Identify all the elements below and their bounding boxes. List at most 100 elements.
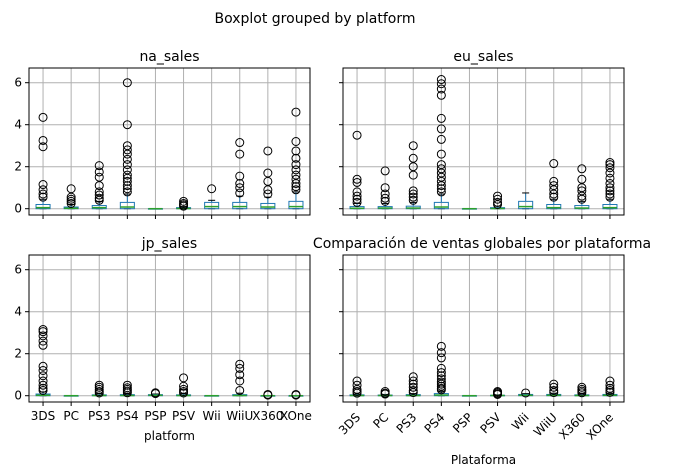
x-tick-label: PC	[63, 409, 79, 423]
x-tick-label: X360	[556, 410, 588, 442]
outlier-point	[38, 325, 48, 335]
outlier-point	[352, 194, 362, 204]
outlier-point	[436, 348, 446, 358]
outlier-point	[380, 183, 390, 193]
outlier-point	[436, 368, 446, 378]
box-wii	[518, 192, 534, 210]
outlier-point	[235, 359, 245, 369]
box-ps4	[119, 380, 135, 398]
x-tick-label: XOne	[584, 410, 616, 442]
box-xone	[288, 107, 304, 210]
outlier-point	[408, 379, 418, 389]
box-psp	[461, 207, 477, 210]
outlier-point	[408, 382, 418, 392]
outlier-point	[38, 340, 48, 350]
outlier-point	[235, 149, 245, 159]
outlier-point	[38, 371, 48, 381]
outlier-point	[436, 124, 446, 134]
x-tick-label: Wii	[509, 410, 532, 433]
x-axis-label-jp-sales: platform	[144, 429, 195, 443]
outlier-point	[38, 376, 48, 386]
outlier-point	[352, 187, 362, 197]
x-tick-label: PS3	[88, 409, 111, 423]
box-ps4	[119, 78, 135, 210]
outlier-point	[408, 195, 418, 205]
box-3ds	[349, 376, 365, 398]
outlier-point	[94, 387, 104, 396]
box-psv	[176, 196, 192, 211]
outlier-point	[577, 384, 587, 394]
box-psp	[147, 388, 163, 399]
x-tick-label: PC	[370, 410, 391, 431]
outlier-point	[38, 185, 48, 195]
outlier-point	[38, 112, 48, 122]
panel-jp-sales: jp_sales platform 0 2 4 6 3DS PC PS3 PS4 PSP PSV W…	[14, 236, 312, 443]
panel-eu-sales: eu_sales	[339, 49, 625, 219]
outlier-point	[94, 193, 104, 203]
iqr-box	[260, 202, 276, 210]
outlier-point	[549, 176, 559, 186]
outlier-point	[436, 164, 446, 174]
outlier-point	[235, 188, 245, 198]
outlier-point	[179, 373, 189, 383]
outlier-point	[352, 376, 362, 386]
box-pc	[377, 166, 393, 210]
x-tick-label: Wii	[203, 409, 221, 423]
outlier-point	[352, 177, 362, 187]
outlier-point	[605, 158, 615, 167]
outlier-point	[436, 90, 446, 100]
outlier-point	[38, 361, 48, 371]
y-tick-label: 4	[14, 305, 22, 319]
box-psv	[176, 373, 192, 398]
y-tick-label: 6	[14, 76, 22, 90]
box-psp	[147, 207, 163, 210]
box-x360	[260, 389, 276, 400]
box-3ds	[35, 325, 51, 397]
outlier-point	[94, 384, 104, 394]
outlier-point	[549, 159, 559, 169]
y-tick-label: 6	[14, 263, 22, 277]
outlier-point	[436, 381, 446, 391]
outlier-point	[577, 164, 587, 174]
panel-global-sales: Comparación de ventas globales por plata…	[313, 236, 651, 467]
outlier-point	[352, 380, 362, 390]
outlier-point	[235, 183, 245, 193]
outlier-point	[605, 186, 615, 196]
box-x360	[574, 164, 590, 210]
outlier-point	[122, 170, 132, 180]
outlier-point	[38, 327, 48, 337]
iqr-box	[232, 201, 248, 210]
figure-suptitle: Boxplot grouped by platform	[214, 11, 415, 27]
outlier-point	[291, 389, 301, 399]
outlier-point	[352, 387, 362, 396]
iqr-box	[35, 204, 51, 210]
iqr-box	[204, 201, 220, 210]
plot-area	[339, 67, 625, 219]
outlier-point	[605, 160, 615, 170]
outlier-point	[436, 363, 446, 373]
x-tick-label: 3DS	[336, 410, 363, 437]
outlier-point	[352, 130, 362, 140]
outlier-point	[235, 179, 245, 188]
x-tick-label: PS4	[422, 410, 448, 436]
x-axis-label-global-sales: Plataforma	[451, 453, 516, 467]
x-tick-label: 3DS	[31, 409, 56, 423]
y-tick-label: 2	[14, 160, 22, 174]
outlier-point	[38, 189, 48, 199]
box-x360	[260, 146, 276, 210]
outlier-point	[122, 78, 132, 88]
iqr-box	[433, 201, 449, 210]
outlier-point	[291, 146, 301, 156]
outlier-point	[549, 192, 559, 202]
outlier-point	[38, 380, 48, 390]
iqr-box	[546, 204, 562, 210]
outlier-point	[436, 374, 446, 384]
outlier-point	[549, 385, 559, 395]
panel-title-global-sales: Comparación de ventas globales por plata…	[313, 236, 651, 252]
outlier-point	[122, 145, 132, 155]
outlier-point	[436, 187, 446, 197]
y-tick-label: 0	[14, 389, 22, 403]
box-3ds	[35, 112, 51, 210]
iqr-box	[119, 201, 135, 210]
